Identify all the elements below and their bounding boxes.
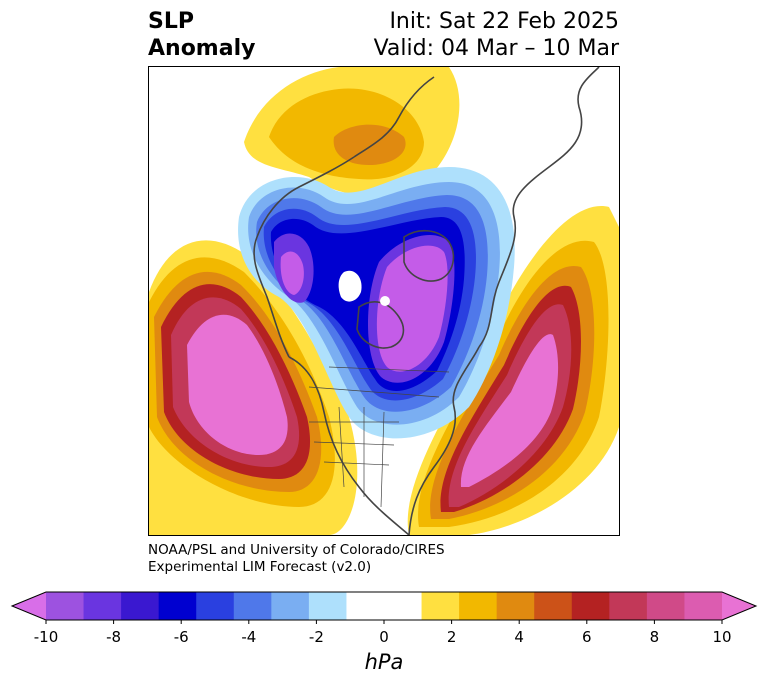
colorbar-segments bbox=[46, 592, 723, 620]
colorbar-segment bbox=[571, 592, 610, 620]
colorbar-tick-label: 6 bbox=[582, 628, 592, 646]
colorbar: -10 -8 -6 -4 -2 0 2 4 6 8 10 bbox=[10, 591, 758, 646]
colorbar-segment bbox=[646, 592, 685, 620]
atlantic-high-anomaly bbox=[407, 206, 619, 535]
colorbar-tick-label: 0 bbox=[379, 628, 389, 646]
colorbar-segment bbox=[459, 592, 498, 620]
map-panel bbox=[148, 66, 620, 536]
state-borders bbox=[308, 366, 450, 508]
arctic-low-anomaly bbox=[238, 167, 515, 439]
valid-dates: Valid: 04 Mar – 10 Mar bbox=[373, 36, 619, 61]
colorbar-segment bbox=[346, 592, 385, 620]
colorbar-tick-label: -2 bbox=[309, 628, 324, 646]
colorbar-tick-label: -4 bbox=[241, 628, 256, 646]
colorbar-segment bbox=[271, 592, 310, 620]
colorbar-segment bbox=[46, 592, 85, 620]
colorbar-tick-label: -8 bbox=[106, 628, 121, 646]
title-line-2: Anomaly bbox=[148, 36, 256, 61]
init-date: Init: Sat 22 Feb 2025 bbox=[389, 9, 619, 34]
colorbar-segment bbox=[421, 592, 460, 620]
colorbar-tick-label: 4 bbox=[514, 628, 524, 646]
pacific-high-anomaly bbox=[149, 240, 358, 535]
colorbar-segment bbox=[158, 592, 197, 620]
colorbar-tick-label: 8 bbox=[650, 628, 660, 646]
colorbar-left-extension bbox=[12, 592, 46, 620]
colorbar-segment bbox=[496, 592, 535, 620]
colorbar-tick-label: 10 bbox=[712, 628, 731, 646]
colorbar-ticks: -10 -8 -6 -4 -2 0 2 4 6 8 10 bbox=[34, 620, 732, 646]
colorbar-segment bbox=[196, 592, 235, 620]
colorbar-segment bbox=[534, 592, 573, 620]
colorbar-unit-label: hPa bbox=[364, 650, 404, 674]
title-line-1: SLP bbox=[148, 9, 194, 34]
colorbar-segment bbox=[233, 592, 272, 620]
credit-line-1: NOAA/PSL and University of Colorado/CIRE… bbox=[148, 542, 445, 558]
north-pole-marker bbox=[380, 296, 390, 306]
colorbar-segment bbox=[121, 592, 160, 620]
colorbar-segment bbox=[609, 592, 648, 620]
credit-text: NOAA/PSL and University of Colorado/CIRE… bbox=[148, 542, 445, 576]
colorbar-segment bbox=[308, 592, 347, 620]
colorbar-segment bbox=[384, 592, 423, 620]
colorbar-tick-label: -6 bbox=[174, 628, 189, 646]
forecast-dates: Init: Sat 22 Feb 2025 Valid: 04 Mar – 10… bbox=[374, 8, 619, 62]
coastlines bbox=[253, 67, 600, 535]
colorbar-segment bbox=[684, 592, 723, 620]
colorbar-tick-label: -10 bbox=[34, 628, 59, 646]
eurasia-high-anomaly bbox=[244, 67, 460, 196]
map-title: SLP Anomaly bbox=[148, 8, 255, 62]
colorbar-tick-label: 2 bbox=[447, 628, 457, 646]
colorbar-segment bbox=[83, 592, 122, 620]
slp-anomaly-map bbox=[149, 67, 619, 535]
credit-line-2: Experimental LIM Forecast (v2.0) bbox=[148, 559, 372, 575]
colorbar-right-extension bbox=[722, 592, 756, 620]
